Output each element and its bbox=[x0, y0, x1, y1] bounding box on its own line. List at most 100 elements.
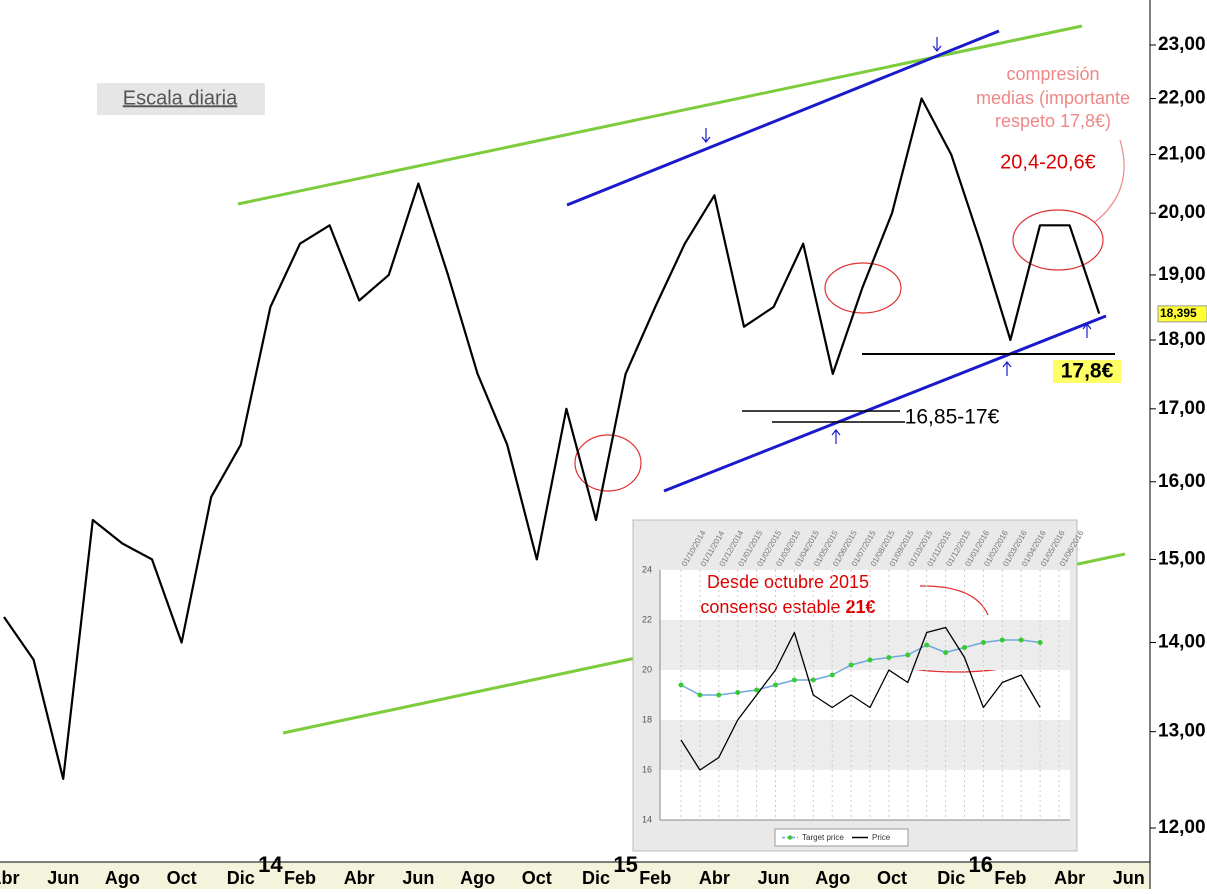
inset-annotation: Desde octubre 2015 bbox=[707, 572, 869, 592]
main-plot bbox=[3, 97, 1101, 780]
price-line bbox=[680, 626, 1041, 771]
target-point bbox=[773, 682, 778, 688]
x-tick-label: Feb bbox=[639, 868, 671, 888]
y-tick-label: 14,00 bbox=[1158, 631, 1206, 652]
x-tick-label: Oct bbox=[522, 868, 552, 888]
x-tick-label: Abr bbox=[344, 868, 375, 888]
highlight-ellipse bbox=[1012, 209, 1104, 271]
arrow bbox=[932, 37, 942, 52]
highlight-ellipse bbox=[574, 434, 642, 492]
y-tick-label: 20,00 bbox=[1158, 202, 1206, 223]
annotation: compresión bbox=[1006, 64, 1099, 84]
target-point bbox=[697, 692, 703, 698]
x-tick-label: Jun bbox=[758, 868, 790, 888]
arrow bbox=[701, 128, 711, 143]
target-point bbox=[754, 687, 760, 693]
arrows bbox=[701, 37, 1092, 444]
annotation: medias (importante bbox=[976, 88, 1130, 108]
x-tick-label: Jun bbox=[47, 868, 79, 888]
target-point bbox=[924, 642, 930, 648]
target-point bbox=[678, 682, 684, 688]
target-point bbox=[810, 677, 816, 683]
x-tick-label: Abr bbox=[699, 868, 730, 888]
y-tick-label: 14 bbox=[642, 814, 652, 824]
target-point bbox=[980, 640, 986, 645]
x-tick-label: Dic bbox=[937, 868, 965, 888]
y-tick-label: 21,00 bbox=[1158, 144, 1206, 165]
x-tick-label: Ago bbox=[105, 868, 140, 888]
legend-marker bbox=[787, 835, 793, 840]
x-tick-label: 15 bbox=[613, 852, 637, 877]
target-point bbox=[905, 652, 911, 658]
inset-annotation: consenso estable 21€ bbox=[700, 597, 875, 617]
inset-plot-area bbox=[660, 570, 1070, 820]
legend bbox=[774, 828, 909, 847]
target-point bbox=[1018, 637, 1024, 643]
y-tick-label: 23,00 bbox=[1158, 34, 1206, 55]
legend-label: Target price bbox=[802, 833, 844, 842]
last-value-box bbox=[1157, 305, 1207, 323]
annotation: 20,4-20,6€ bbox=[1000, 151, 1096, 173]
target-point bbox=[999, 637, 1005, 643]
target-point bbox=[943, 650, 949, 655]
arrow bbox=[1082, 323, 1092, 338]
y-tick-label: 24 bbox=[642, 564, 652, 574]
x-tick-label: Jun bbox=[1113, 868, 1145, 888]
trend-line bbox=[566, 29, 1000, 207]
x-tick-label: Ago bbox=[460, 868, 495, 888]
target-point bbox=[886, 655, 892, 660]
annotation: Escala diaria bbox=[123, 87, 238, 109]
y-tick-label: 16 bbox=[642, 764, 652, 774]
grid-band bbox=[660, 720, 1070, 770]
annotation-emphasis: 21€ bbox=[846, 597, 876, 617]
y-tick-label: 13,00 bbox=[1158, 721, 1206, 742]
label-box bbox=[97, 83, 265, 115]
annotation: respeto 17,8€) bbox=[995, 111, 1111, 131]
x-tick-label: Ago bbox=[815, 868, 850, 888]
last-value-label: 18,395 bbox=[1160, 306, 1197, 320]
x-tick-label: Oct bbox=[877, 868, 907, 888]
price-line bbox=[3, 97, 1101, 780]
arrow bbox=[1094, 139, 1125, 223]
x-tick-label: Dic bbox=[582, 868, 610, 888]
x-tick-label: Jun bbox=[402, 868, 434, 888]
trend-line bbox=[663, 314, 1107, 493]
annotation-text: consenso estable bbox=[700, 597, 840, 617]
target-point bbox=[1037, 640, 1043, 645]
inset-chart: Desde octubre 2015 consenso estable 21€ … bbox=[632, 519, 1086, 852]
arrow bbox=[1002, 361, 1012, 376]
highlight-ellipse bbox=[824, 262, 902, 314]
target-point bbox=[791, 677, 797, 683]
x-tick-label: Oct bbox=[167, 868, 197, 888]
arrow bbox=[831, 429, 841, 444]
label-box bbox=[1053, 360, 1121, 383]
x-tick-label: Dic bbox=[227, 868, 255, 888]
target-point bbox=[829, 672, 835, 678]
y-tick-label: 16,00 bbox=[1158, 471, 1206, 492]
x-axis-band bbox=[0, 862, 1150, 889]
target-point bbox=[867, 657, 873, 663]
x-tick-label: Abr bbox=[1054, 868, 1085, 888]
y-tick-label: 12,00 bbox=[1158, 817, 1206, 838]
y-tick-label: 17,00 bbox=[1158, 398, 1206, 419]
x-tick-label: 14 bbox=[258, 852, 283, 877]
y-tick-label: 22 bbox=[642, 614, 652, 624]
price-line bbox=[680, 639, 1041, 696]
legend-label: Price bbox=[872, 833, 891, 842]
y-tick-label: 15,00 bbox=[1158, 548, 1206, 569]
y-tick-label: 18 bbox=[642, 714, 652, 724]
y-tick-label: 18,00 bbox=[1158, 329, 1206, 350]
y-tick-label: 20 bbox=[642, 664, 652, 674]
arrow bbox=[919, 585, 989, 616]
annotation: 16,85-17€ bbox=[905, 406, 1000, 429]
target-point bbox=[962, 645, 967, 650]
target-point bbox=[848, 662, 854, 668]
annotation: 17,8€ bbox=[1061, 360, 1114, 383]
y-tick-label: 22,00 bbox=[1158, 88, 1206, 109]
target-point bbox=[716, 692, 722, 698]
x-tick-label: Abr bbox=[0, 868, 20, 888]
x-tick-label: Feb bbox=[994, 868, 1026, 888]
target-point bbox=[735, 690, 741, 695]
x-tick-label: Feb bbox=[284, 868, 316, 888]
